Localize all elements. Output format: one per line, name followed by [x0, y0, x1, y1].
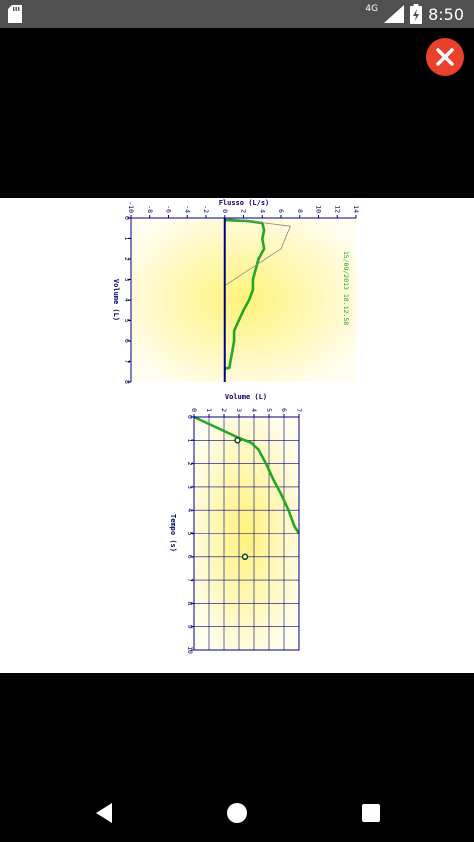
x-tick-label: -8 — [146, 205, 154, 213]
x-tick-label: 6 — [280, 408, 288, 412]
y-tick-label: 10 — [186, 646, 194, 654]
home-button[interactable] — [224, 800, 250, 826]
y-tick-label: 6 — [123, 339, 131, 343]
home-icon — [227, 803, 247, 823]
x-tick-label: 0 — [221, 209, 229, 213]
x-tick-label: 1 — [205, 408, 213, 412]
navigation-bar — [0, 784, 474, 842]
y-tick-label: 4 — [186, 508, 194, 512]
y-tick-label: 8 — [186, 601, 194, 605]
y-axis-title: Volume (L) — [112, 279, 120, 321]
x-tick-label: -4 — [183, 205, 191, 213]
volume-time-chart: 0 1 2 3 4 5 6 7 0 1 2 3 4 5 6 7 8 9 10 Volume (L) Tempo (s… — [169, 393, 303, 654]
x-tick-label: 7 — [295, 408, 303, 412]
plot-background — [131, 218, 356, 382]
y-tick-label: 7 — [123, 360, 131, 364]
curve-line — [224, 218, 266, 370]
y-tick-label: 8 — [123, 380, 131, 384]
point-marker — [241, 553, 249, 561]
status-bar: 4G 8:50 — [0, 0, 474, 28]
recents-button[interactable] — [358, 800, 384, 826]
recents-icon — [362, 804, 380, 822]
y-tick-label: 1 — [123, 237, 131, 241]
timestamp-label: 15/09/2013 18.12.58 — [342, 251, 350, 325]
x-axis-title: Flusso (L/s) — [219, 199, 270, 207]
x-tick-label: 4 — [250, 408, 258, 412]
y-tick-label: 2 — [186, 462, 194, 466]
x-tick-label: 2 — [240, 209, 248, 213]
x-axis-title: Volume (L) — [225, 393, 267, 401]
y-tick-label: 1 — [186, 438, 194, 442]
x-tick-label: -2 — [202, 205, 210, 213]
x-tick-label: 3 — [235, 408, 243, 412]
clock: 8:50 — [428, 4, 464, 24]
battery-charging-icon — [410, 4, 423, 24]
point-marker — [234, 437, 241, 444]
x-tick-label: 0 — [190, 408, 198, 412]
x-tick-label: 12 — [333, 205, 341, 213]
y-tick-label: 5 — [123, 319, 131, 323]
curve-line — [193, 415, 301, 535]
x-tick-label: 5 — [265, 408, 273, 412]
y-tick-label: 4 — [123, 298, 131, 302]
plot-frame — [193, 416, 300, 651]
y-tick-label: 7 — [186, 578, 194, 582]
x-tick-label: -10 — [127, 201, 135, 213]
back-icon — [96, 803, 112, 823]
reference-line — [224, 217, 291, 286]
y-tick-label: 5 — [186, 532, 194, 536]
x-tick-label: 2 — [220, 408, 228, 412]
sd-card-icon — [8, 5, 22, 23]
x-tick-label: -6 — [165, 205, 173, 213]
x-tick-label: 4 — [258, 209, 266, 213]
y-tick-label: 3 — [123, 278, 131, 282]
y-tick-label: 0 — [186, 415, 194, 419]
back-button[interactable] — [92, 800, 118, 826]
y-axis-title: Tempo (s) — [169, 514, 177, 552]
y-tick-label: 6 — [186, 555, 194, 559]
close-button[interactable] — [426, 38, 464, 76]
report-viewer[interactable]: -10 -8 -6 -4 -2 0 2 4 6 8 10 12 14 0 1 2 3 4 5 6 7 8 Flusso (… — [0, 198, 474, 673]
y-tick-label: 2 — [123, 257, 131, 261]
y-tick-label: 9 — [186, 625, 194, 629]
x-tick-label: 6 — [277, 209, 285, 213]
network-type-label: 4G — [365, 4, 379, 14]
x-tick-label: 10 — [315, 205, 323, 213]
close-icon — [436, 48, 454, 66]
x-tick-label: 14 — [352, 205, 360, 213]
y-tick-label: 0 — [123, 216, 131, 220]
x-tick-label: 8 — [296, 209, 304, 213]
signal-icon — [384, 5, 405, 23]
y-tick-label: 3 — [186, 485, 194, 489]
